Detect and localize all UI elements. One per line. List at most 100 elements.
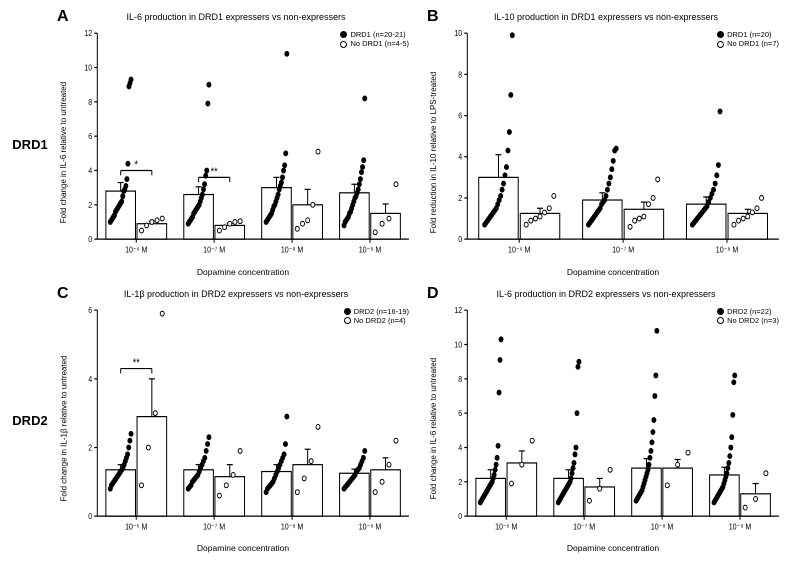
data-point: [712, 187, 716, 192]
data-point: [283, 441, 287, 446]
row-label-drd1: DRD1: [15, 10, 45, 279]
y-tick-label: 8: [458, 374, 462, 384]
bar: [106, 191, 136, 239]
data-point: [295, 489, 299, 494]
x-tick-label: 10⁻⁶ M: [508, 245, 530, 255]
data-point: [729, 445, 733, 450]
data-point: [754, 496, 758, 501]
data-point: [238, 448, 242, 453]
data-point: [361, 165, 365, 170]
data-point: [731, 412, 735, 417]
data-point: [387, 216, 391, 221]
data-point: [570, 470, 574, 475]
y-tick-label: 4: [458, 442, 463, 452]
data-point: [207, 434, 211, 439]
data-point: [228, 221, 232, 226]
data-point: [380, 479, 384, 484]
data-point: [295, 226, 299, 231]
y-tick-label: 2: [458, 193, 462, 203]
data-point: [520, 462, 524, 467]
data-point: [611, 158, 615, 163]
data-point: [547, 206, 551, 211]
panel-c: CIL-1β production in DRD2 expressers vs …: [57, 287, 415, 556]
data-point: [715, 173, 719, 178]
y-axis-label: Fold reduction in IL-10 relative to LPS-…: [430, 72, 439, 233]
data-point: [311, 202, 315, 207]
data-point: [509, 93, 513, 98]
data-point: [649, 448, 653, 453]
y-tick-label: 2: [88, 200, 92, 210]
y-tick-label: 6: [88, 132, 92, 142]
data-point: [733, 373, 737, 378]
sig-label: *: [134, 159, 138, 171]
y-tick-label: 2: [88, 442, 92, 452]
data-point: [727, 460, 731, 465]
data-point: [217, 228, 221, 233]
data-point: [285, 414, 289, 419]
legend-label: No DRD1 (n=4-5): [350, 39, 409, 48]
x-tick-label: 10⁻⁶ M: [125, 245, 147, 255]
data-point: [300, 221, 304, 226]
data-point: [125, 177, 129, 182]
figure-grid: DRD1 AIL-6 production in DRD1 expressers…: [15, 10, 785, 555]
y-tick-label: 4: [88, 166, 93, 176]
x-tick-label: 10⁻⁶ M: [495, 521, 517, 531]
bar: [663, 468, 693, 516]
data-point: [764, 470, 768, 475]
legend-label: No DRD2 (n=3): [727, 316, 779, 325]
data-point: [577, 359, 581, 364]
data-point: [126, 161, 130, 166]
data-point: [628, 224, 632, 229]
data-point: [607, 181, 611, 186]
x-tick-label: 10⁻⁷ M: [203, 521, 225, 531]
data-point: [493, 467, 497, 472]
data-point: [614, 146, 618, 151]
data-point: [608, 175, 612, 180]
data-point: [280, 175, 284, 180]
data-point: [728, 453, 732, 458]
legend-marker-open-icon: [717, 41, 724, 48]
panel-letter: C: [57, 285, 69, 303]
data-point: [650, 439, 654, 444]
x-tick-label: 10⁻⁸ M: [281, 245, 303, 255]
chart-svg: 024610⁻⁶ M10⁻⁷ M10⁻⁸ M10⁻⁹ M**: [71, 303, 415, 543]
chart-title: IL-1β production in DRD2 expressers vs n…: [57, 289, 415, 301]
data-point: [206, 441, 210, 446]
data-point: [200, 192, 204, 197]
data-point: [598, 486, 602, 491]
data-point: [205, 168, 209, 173]
x-axis-label: Dopamine concentration: [441, 543, 785, 555]
chart-svg: 02468101210⁻⁶ M10⁻⁷ M10⁻⁸ M10⁻⁹ M: [441, 303, 785, 543]
data-point: [732, 222, 736, 227]
data-point: [155, 218, 159, 223]
y-tick-label: 10: [454, 29, 462, 39]
data-point: [283, 163, 287, 168]
data-point: [495, 455, 499, 460]
data-point: [160, 216, 164, 221]
legend-marker-open-icon: [344, 317, 351, 324]
data-point: [233, 220, 237, 225]
data-point: [575, 410, 579, 415]
data-point: [676, 462, 680, 467]
data-point: [139, 482, 143, 487]
data-point: [129, 431, 133, 436]
data-point: [127, 445, 131, 450]
data-point: [145, 223, 149, 228]
x-tick-label: 10⁻⁹ M: [729, 521, 751, 531]
data-point: [571, 465, 575, 470]
data-point: [573, 451, 577, 456]
chart-title: IL-6 production in DRD1 expressers vs no…: [57, 12, 415, 24]
data-point: [504, 165, 508, 170]
legend-label: DRD2 (n=16-19): [354, 307, 409, 316]
bar: [106, 469, 136, 515]
data-point: [363, 448, 367, 453]
x-tick-label: 10⁻⁸ M: [651, 521, 673, 531]
data-point: [506, 148, 510, 153]
data-point: [126, 451, 130, 456]
data-point: [380, 221, 384, 226]
data-point: [576, 364, 580, 369]
data-point: [746, 214, 750, 219]
data-point: [361, 455, 365, 460]
data-point: [755, 206, 759, 211]
data-point: [121, 194, 125, 199]
